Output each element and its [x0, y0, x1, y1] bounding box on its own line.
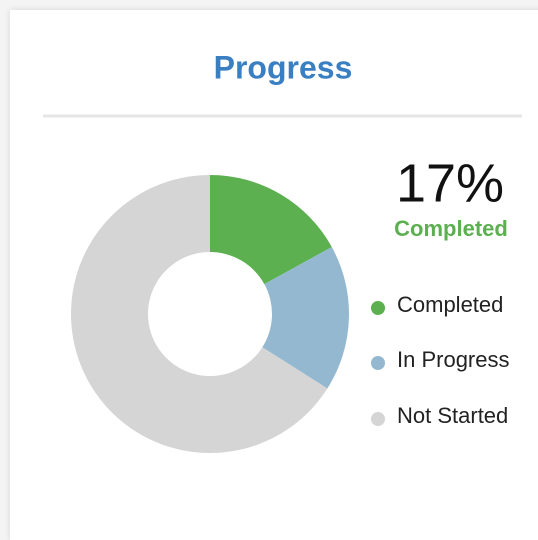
slice — [262, 247, 349, 389]
slice — [70, 175, 328, 454]
legend-swatch — [371, 301, 385, 315]
legend-swatch — [371, 356, 385, 370]
summary-value: 17% — [396, 153, 504, 213]
legend-label: Completed — [397, 292, 503, 317]
chart-title: Progress — [214, 49, 353, 85]
summary-label: Completed — [394, 216, 508, 241]
legend-swatch — [371, 412, 385, 426]
legend-label: In Progress — [397, 347, 510, 372]
chart: Progress 17% Completed Completed In Progr… — [43, 49, 522, 454]
legend-label: Not Started — [397, 403, 508, 428]
slice — [210, 175, 332, 285]
